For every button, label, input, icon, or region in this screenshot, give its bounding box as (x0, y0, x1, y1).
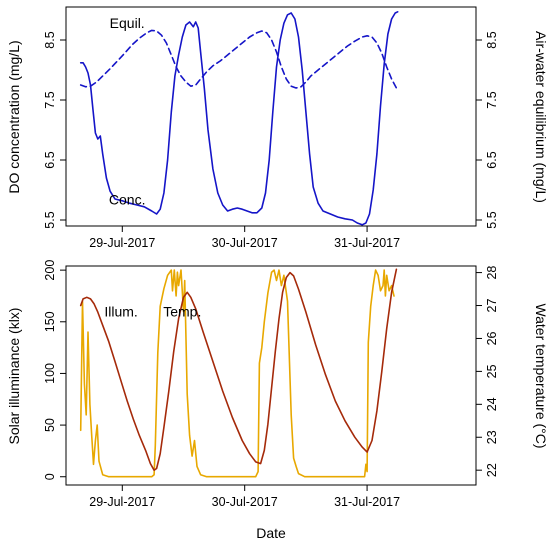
do-y-axis-title: DO concentration (mg/L) (6, 40, 22, 193)
do-y-right-tick-label-3: 8.5 (485, 31, 499, 48)
do-ticks-group: 29-Jul-2017 30-Jul-2017 31-Jul-2017 5.5 6.5 7… (43, 31, 499, 250)
temperature-y-axis-title: Water temperature (°C) (533, 303, 549, 448)
illuminance-y-axis-title: Solar illuminance (klx) (6, 308, 22, 445)
do-y-left-tick-label-0: 5.5 (43, 211, 57, 228)
do-series-line-0 (79, 11, 399, 226)
illuminance-y-left-tick-label-4: 200 (43, 260, 57, 281)
do-x-tick-label-2: 31-Jul-2017 (334, 236, 400, 250)
illuminance-y-right-tick-label-4: 26 (485, 331, 499, 345)
do-y-left-tick-label-1: 6.5 (43, 151, 57, 168)
illuminance-y-right-tick-label-3: 25 (485, 364, 499, 378)
do-y-right-tick-label-1: 6.5 (485, 151, 499, 168)
do-series-line-1 (79, 29, 398, 89)
illuminance-series-group (79, 268, 398, 478)
illum-annotation: Illum. (104, 303, 137, 319)
illuminance-y-left-tick-label-1: 50 (43, 418, 57, 432)
illuminance-series-line-0 (79, 269, 395, 478)
do-y-right-tick-label-0: 5.5 (485, 211, 499, 228)
illuminance-y-left-tick-label-0: 0 (43, 473, 57, 480)
illuminance-ticks-group: 29-Jul-2017 30-Jul-2017 31-Jul-2017 0 50 100 1… (43, 260, 499, 509)
illuminance-y-right-tick-label-0: 22 (485, 463, 499, 477)
illuminance-plot-frame (65, 265, 477, 486)
illuminance-x-tick-label-1: 30-Jul-2017 (212, 495, 278, 509)
do-series-group (79, 11, 399, 226)
date-x-axis-title: Date (256, 525, 286, 541)
equilibrium-y-axis-title: Air-water equilibrium (mg/L) (533, 31, 549, 203)
temp-annotation: Temp. (163, 303, 201, 319)
illuminance-series-line-1 (79, 268, 398, 471)
do-x-tick-label-0: 29-Jul-2017 (89, 236, 155, 250)
do-y-right-tick-label-2: 7.5 (485, 91, 499, 108)
do-x-tick-label-1: 30-Jul-2017 (212, 236, 278, 250)
illuminance-y-right-tick-label-1: 23 (485, 430, 499, 444)
illuminance-y-right-tick-label-5: 27 (485, 299, 499, 313)
illuminance-y-right-tick-label-6: 28 (485, 266, 499, 280)
illuminance-y-left-tick-label-3: 150 (43, 311, 57, 332)
conc-annotation: Conc. (109, 192, 146, 208)
do-y-left-tick-label-2: 7.5 (43, 91, 57, 108)
do-y-left-tick-label-3: 8.5 (43, 31, 57, 48)
illuminance-y-right-tick-label-2: 24 (485, 397, 499, 411)
illuminance-y-left-tick-label-2: 100 (43, 363, 57, 384)
do-plot-frame (65, 6, 477, 227)
equil-annotation: Equil. (110, 15, 145, 31)
illuminance-x-tick-label-0: 29-Jul-2017 (89, 495, 155, 509)
do-panel: 29-Jul-2017 30-Jul-2017 31-Jul-2017 5.5 6.5 7… (6, 6, 549, 250)
illuminance-panel: 29-Jul-2017 30-Jul-2017 31-Jul-2017 0 50 100 1… (6, 260, 549, 509)
illuminance-x-tick-label-2: 31-Jul-2017 (334, 495, 400, 509)
